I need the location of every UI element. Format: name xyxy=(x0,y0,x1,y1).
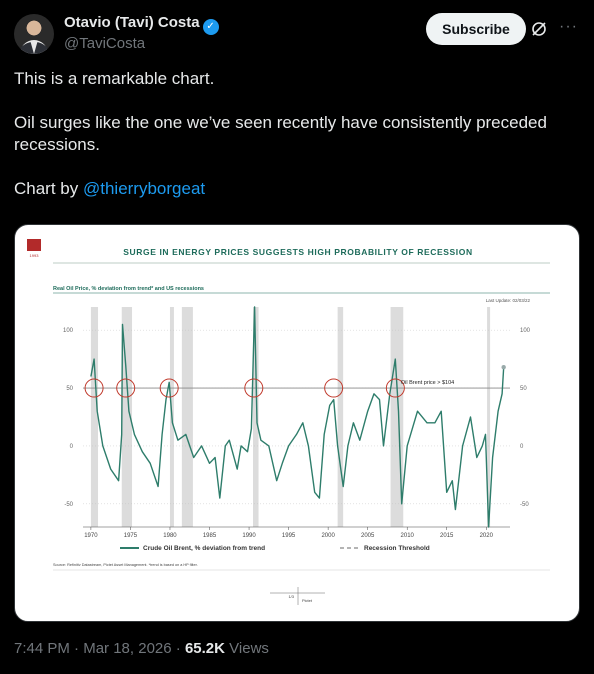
source-note: Source: Refinitiv Datastream, Pictet Ass… xyxy=(53,563,198,567)
page-number: 1/3 xyxy=(288,594,294,599)
x-tick-label: 2000 xyxy=(321,533,335,539)
y-tick-label-left: 100 xyxy=(63,328,74,334)
tweet-media-image[interactable]: 1993 SURGE IN ENERGY PRICES SUGGESTS HIG… xyxy=(14,224,580,622)
recession-band xyxy=(337,307,344,527)
more-icon[interactable]: ··· xyxy=(559,18,578,35)
chart-title: SURGE IN ENERGY PRICES SUGGESTS HIGH PRO… xyxy=(123,247,472,257)
recession-band xyxy=(121,307,133,527)
legend-label-series: Crude Oil Brent, % deviation from trend xyxy=(143,545,265,552)
peak-highlight-circle xyxy=(84,378,104,398)
last-update: Last Update: 02/03/22 xyxy=(486,298,531,303)
recession-band xyxy=(181,307,193,527)
logo-text: 1993 xyxy=(30,253,40,258)
tweet-line-3: Chart by @thierryborgeat xyxy=(14,178,580,200)
x-tick-label: 1995 xyxy=(282,533,296,539)
author-name[interactable]: Otavio (Tavi) Costa xyxy=(64,14,200,31)
recession-band xyxy=(487,307,491,527)
views-count: 65.2K xyxy=(184,640,225,657)
chart-subtitle: Real Oil Price, % deviation from trend* … xyxy=(53,286,204,292)
recession-band xyxy=(253,307,259,527)
y-tick-label-left: -50 xyxy=(64,502,73,508)
grok-icon[interactable] xyxy=(530,20,548,38)
page-brand: Pictet xyxy=(302,598,313,603)
avatar[interactable] xyxy=(14,14,54,54)
separator: · xyxy=(175,640,185,657)
pictet-logo-icon: 1993 xyxy=(27,239,41,258)
x-tick-label: 2010 xyxy=(401,533,415,539)
author-name-row[interactable]: Otavio (Tavi) Costa ✓ xyxy=(64,14,219,35)
y-tick-label-right: 0 xyxy=(520,444,524,450)
tweet-line-1: This is a remarkable chart. xyxy=(14,69,215,88)
x-tick-label: 1975 xyxy=(124,533,138,539)
annotation-label: Oil Brent price > $104 xyxy=(401,380,454,386)
y-tick-label-right: -50 xyxy=(520,502,529,508)
legend-label-threshold: Recession Threshold xyxy=(364,545,430,552)
peak-highlight-circle xyxy=(244,378,264,398)
x-tick-label: 1990 xyxy=(242,533,256,539)
y-tick-label-right: 50 xyxy=(520,386,527,392)
post-time[interactable]: 7:44 PM xyxy=(14,640,70,657)
views-label: Views xyxy=(229,640,269,657)
x-tick-label: 2020 xyxy=(480,533,494,539)
separator: · xyxy=(74,640,84,657)
tweet-header: Otavio (Tavi) Costa ✓ @TaviCosta Subscrib… xyxy=(14,10,580,58)
y-tick-label-left: 0 xyxy=(70,444,74,450)
x-tick-label: 1985 xyxy=(203,533,217,539)
latest-point-marker xyxy=(501,365,506,370)
chart-image: 1993 SURGE IN ENERGY PRICES SUGGESTS HIG… xyxy=(27,239,550,605)
x-tick-label: 2015 xyxy=(440,533,454,539)
recession-band xyxy=(90,307,99,527)
subscribe-button[interactable]: Subscribe xyxy=(426,13,526,45)
peak-highlight-circle xyxy=(116,378,136,398)
x-tick-label: 1970 xyxy=(84,533,98,539)
peak-highlight-circle xyxy=(385,378,405,398)
post-date[interactable]: Mar 18, 2026 xyxy=(83,640,172,657)
tweet-line-2: Oil surges like the one we’ve seen recen… xyxy=(14,113,547,154)
plot-area: 100 100 50 50 0 0 -50 -50 1970 1975 1980 1985 1990 19… xyxy=(63,306,531,539)
y-tick-label-left: 50 xyxy=(66,386,73,392)
mention-link[interactable]: @thierryborgeat xyxy=(82,179,206,198)
peak-highlight-circle xyxy=(159,378,179,398)
author-handle[interactable]: @TaviCosta xyxy=(64,35,146,52)
x-tick-label: 2005 xyxy=(361,533,375,539)
peak-highlight-circle xyxy=(324,378,344,398)
verified-badge-icon: ✓ xyxy=(202,19,219,35)
series-line-crude-oil-brent xyxy=(90,306,505,528)
tweet-footer: 7:44 PM · Mar 18, 2026 · 65.2K Views xyxy=(14,640,269,657)
chart-credit-prefix: Chart by xyxy=(14,179,83,198)
tweet-text: This is a remarkable chart. Oil surges l… xyxy=(14,68,580,200)
y-tick-label-right: 100 xyxy=(520,328,531,334)
x-tick-label: 1980 xyxy=(163,533,177,539)
